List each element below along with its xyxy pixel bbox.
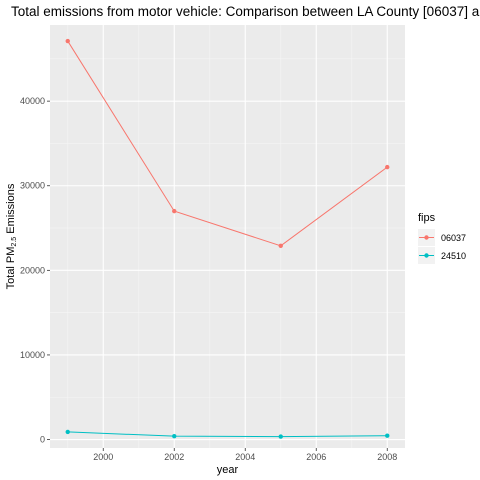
plot-panel <box>50 25 405 448</box>
data-point-24510 <box>65 429 70 435</box>
y-axis-title-main: Total PM <box>5 247 17 290</box>
minor-gridlines <box>50 25 405 448</box>
x-tick-label: 2002 <box>164 452 184 462</box>
data-point-06037 <box>278 243 283 249</box>
data-point-06037 <box>385 164 390 170</box>
y-tick-label: 30000 <box>20 181 45 191</box>
data-point-24510 <box>385 433 390 438</box>
legend-key-point-24510 <box>424 253 429 258</box>
data-point-24510 <box>172 433 177 439</box>
chart-title: Total emissions from motor vehicle: Comp… <box>11 4 480 19</box>
y-tick-label: 0 <box>40 435 45 445</box>
legend-key-point-06037 <box>424 235 429 240</box>
y-axis-title: Total PM2.5 Emissions <box>5 183 18 289</box>
y-tick-label: 10000 <box>20 350 45 360</box>
y-axis: 0 10000 20000 30000 40000 <box>20 96 50 445</box>
x-axis: 2000 2002 2004 2006 2008 <box>93 448 397 462</box>
x-tick-label: 2008 <box>377 452 397 462</box>
y-tick-label: 40000 <box>20 96 45 106</box>
data-point-24510 <box>278 434 283 439</box>
series-layer <box>65 38 390 439</box>
x-axis-title: year <box>217 464 239 476</box>
series-line-24510 <box>67 431 388 438</box>
legend: fips 06037 24510 <box>418 212 466 264</box>
x-tick-label: 2004 <box>235 452 255 462</box>
y-axis-title-tail: Emissions <box>5 183 17 237</box>
x-tick-label: 2006 <box>306 452 326 462</box>
x-tick-label: 2000 <box>93 452 113 462</box>
y-axis-title-subscript: 2.5 <box>11 237 18 247</box>
data-point-06037 <box>172 208 177 214</box>
legend-title: fips <box>418 212 436 224</box>
series-line-06037 <box>67 40 388 247</box>
data-point-06037 <box>65 38 70 44</box>
legend-label-06037: 06037 <box>441 233 466 243</box>
legend-label-24510: 24510 <box>441 251 466 261</box>
y-tick-label: 20000 <box>20 265 45 275</box>
major-gridlines <box>50 25 405 448</box>
